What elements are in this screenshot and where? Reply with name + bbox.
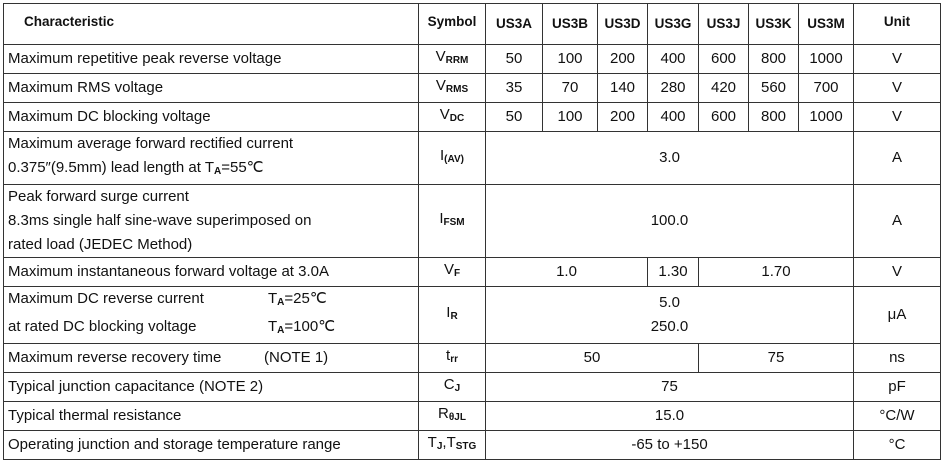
- symbol: IR: [418, 286, 486, 344]
- table-row: Maximum RMS voltage VRMS 35 70 140 280 420 56…: [3, 73, 941, 103]
- value: 1000: [798, 44, 854, 74]
- characteristic: Maximum DC blocking voltage: [3, 102, 419, 132]
- characteristic: Typical junction capacitance (NOTE 2): [3, 372, 419, 402]
- characteristic: Maximum average forward rectified curren…: [3, 131, 419, 185]
- value: 100.0: [485, 184, 854, 258]
- value: 5.0 250.0: [485, 286, 854, 344]
- characteristic: Operating junction and storage temperatu…: [3, 430, 419, 460]
- value: 1.70: [698, 257, 854, 287]
- value: 200: [597, 44, 648, 74]
- table-row: Maximum DC blocking voltage VDC 50 100 200…: [3, 102, 941, 132]
- table-row: Maximum instantaneous forward voltage at…: [3, 257, 941, 287]
- value: 200: [597, 102, 648, 132]
- symbol: TJ,TSTG: [418, 430, 486, 460]
- unit: pF: [853, 372, 941, 402]
- value: 100: [542, 44, 598, 74]
- symbol: VRMS: [418, 73, 486, 103]
- value: 600: [698, 102, 749, 132]
- value: 560: [748, 73, 799, 103]
- table-row: Typical junction capacitance (NOTE 2) CJ…: [3, 372, 941, 402]
- characteristics-table: Characteristic Symbol US3A US3B US3D US3…: [3, 3, 941, 460]
- header-part: US3B: [542, 3, 598, 45]
- characteristic: Maximum DC reverse current TA=25℃ at rate…: [3, 286, 419, 344]
- unit: °C: [853, 430, 941, 460]
- characteristic: Peak forward surge current 8.3ms single h…: [3, 184, 419, 258]
- value: 280: [647, 73, 699, 103]
- value: 3.0: [485, 131, 854, 185]
- value: 100: [542, 102, 598, 132]
- value: 1.0: [485, 257, 648, 287]
- header-unit: Unit: [853, 3, 941, 45]
- characteristic: Maximum repetitive peak reverse voltage: [3, 44, 419, 74]
- unit: A: [853, 131, 941, 185]
- header-part: US3J: [698, 3, 749, 45]
- symbol: I(AV): [418, 131, 486, 185]
- unit: ns: [853, 343, 941, 373]
- header-part: US3M: [798, 3, 854, 45]
- value: 400: [647, 44, 699, 74]
- table-row: Typical thermal resistance RθJL 15.0 °C/…: [3, 401, 941, 431]
- value: 420: [698, 73, 749, 103]
- unit: A: [853, 184, 941, 258]
- unit: μA: [853, 286, 941, 344]
- value: 800: [748, 44, 799, 74]
- value: 70: [542, 73, 598, 103]
- characteristic: Maximum reverse recovery time (NOTE 1): [3, 343, 419, 373]
- symbol: VF: [418, 257, 486, 287]
- value: 700: [798, 73, 854, 103]
- value: 50: [485, 102, 543, 132]
- value: 1.30: [647, 257, 699, 287]
- value: 75: [485, 372, 854, 402]
- unit: V: [853, 44, 941, 74]
- header-symbol: Symbol: [418, 3, 486, 45]
- value: 400: [647, 102, 699, 132]
- header-part: US3K: [748, 3, 799, 45]
- header-characteristic: Characteristic: [3, 3, 419, 45]
- symbol: trr: [418, 343, 486, 373]
- symbol: CJ: [418, 372, 486, 402]
- value: 600: [698, 44, 749, 74]
- header-part: US3G: [647, 3, 699, 45]
- header-part: US3D: [597, 3, 648, 45]
- symbol: VDC: [418, 102, 486, 132]
- header-part: US3A: [485, 3, 543, 45]
- characteristic: Typical thermal resistance: [3, 401, 419, 431]
- characteristic: Maximum RMS voltage: [3, 73, 419, 103]
- symbol: IFSM: [418, 184, 486, 258]
- table-row: Maximum average forward rectified curren…: [3, 131, 941, 185]
- value: 1000: [798, 102, 854, 132]
- table-row: Maximum repetitive peak reverse voltage …: [3, 44, 941, 74]
- symbol: VRRM: [418, 44, 486, 74]
- value: 50: [485, 44, 543, 74]
- value: 75: [698, 343, 854, 373]
- characteristic: Maximum instantaneous forward voltage at…: [3, 257, 419, 287]
- unit: V: [853, 257, 941, 287]
- header-row: Characteristic Symbol US3A US3B US3D US3…: [3, 3, 941, 45]
- table-row: Maximum DC reverse current TA=25℃ at rate…: [3, 286, 941, 344]
- unit: V: [853, 73, 941, 103]
- symbol: RθJL: [418, 401, 486, 431]
- value: 35: [485, 73, 543, 103]
- value: 140: [597, 73, 648, 103]
- table-row: Operating junction and storage temperatu…: [3, 430, 941, 460]
- unit: V: [853, 102, 941, 132]
- value: 15.0: [485, 401, 854, 431]
- value: 800: [748, 102, 799, 132]
- value: 50: [485, 343, 699, 373]
- table-row: Peak forward surge current 8.3ms single h…: [3, 184, 941, 258]
- table-row: Maximum reverse recovery time (NOTE 1) tr…: [3, 343, 941, 373]
- unit: °C/W: [853, 401, 941, 431]
- value: -65 to +150: [485, 430, 854, 460]
